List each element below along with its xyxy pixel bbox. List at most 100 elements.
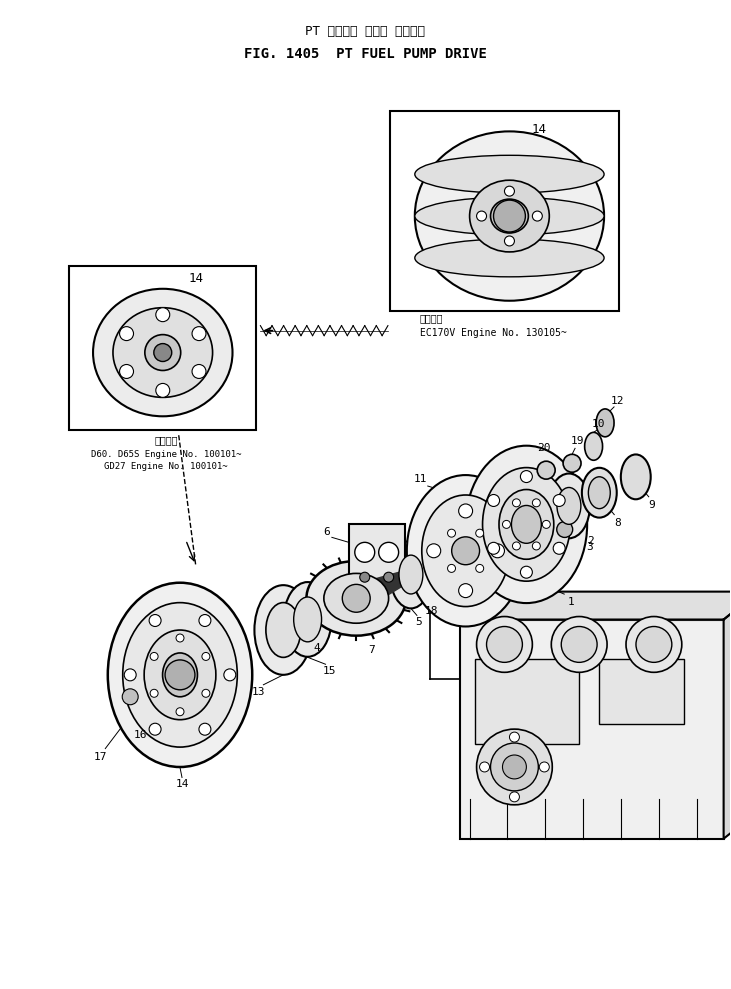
- Circle shape: [149, 614, 161, 626]
- Circle shape: [150, 689, 158, 697]
- Circle shape: [491, 743, 538, 791]
- Circle shape: [537, 461, 555, 479]
- Ellipse shape: [469, 180, 549, 252]
- Circle shape: [427, 544, 441, 558]
- Ellipse shape: [491, 199, 529, 233]
- Ellipse shape: [143, 666, 173, 704]
- Circle shape: [379, 542, 398, 563]
- Text: 18: 18: [425, 606, 438, 616]
- Circle shape: [477, 729, 553, 805]
- Circle shape: [176, 634, 184, 642]
- Ellipse shape: [93, 289, 232, 416]
- Circle shape: [636, 626, 672, 663]
- Ellipse shape: [466, 446, 587, 603]
- Circle shape: [384, 573, 393, 583]
- Circle shape: [156, 384, 170, 398]
- Ellipse shape: [588, 477, 610, 508]
- Ellipse shape: [621, 455, 651, 499]
- Text: 13: 13: [251, 686, 265, 696]
- Circle shape: [120, 365, 134, 379]
- Circle shape: [202, 689, 210, 697]
- Text: 4: 4: [313, 643, 319, 653]
- Ellipse shape: [254, 585, 312, 674]
- Circle shape: [476, 529, 484, 537]
- Ellipse shape: [113, 308, 213, 398]
- Ellipse shape: [162, 653, 197, 697]
- Circle shape: [520, 567, 532, 579]
- Text: 14: 14: [532, 123, 547, 135]
- Ellipse shape: [306, 561, 406, 636]
- Ellipse shape: [390, 541, 432, 608]
- Circle shape: [532, 498, 540, 506]
- Text: 17: 17: [94, 752, 107, 762]
- Circle shape: [520, 471, 532, 483]
- Circle shape: [192, 326, 206, 340]
- Circle shape: [557, 521, 572, 537]
- Circle shape: [452, 537, 480, 565]
- Circle shape: [458, 504, 473, 518]
- Text: 14: 14: [175, 779, 189, 789]
- Ellipse shape: [548, 474, 590, 538]
- Circle shape: [553, 494, 565, 506]
- Text: 9: 9: [648, 499, 655, 509]
- Circle shape: [224, 669, 236, 680]
- Text: 3: 3: [586, 542, 593, 553]
- Circle shape: [510, 792, 520, 802]
- Circle shape: [502, 755, 526, 779]
- Circle shape: [145, 334, 181, 371]
- Circle shape: [447, 529, 455, 537]
- Text: 16: 16: [134, 730, 147, 740]
- Circle shape: [165, 660, 195, 689]
- Text: 15: 15: [323, 667, 336, 676]
- Text: EC170V Engine No. 130105~: EC170V Engine No. 130105~: [420, 327, 567, 337]
- Ellipse shape: [422, 495, 510, 606]
- Polygon shape: [366, 511, 542, 600]
- Bar: [69, 266, 257, 430]
- Circle shape: [493, 200, 526, 232]
- Circle shape: [122, 688, 138, 705]
- Ellipse shape: [499, 490, 554, 559]
- Ellipse shape: [414, 239, 604, 277]
- Circle shape: [192, 365, 206, 379]
- Text: 20: 20: [537, 443, 551, 453]
- Text: 1: 1: [568, 597, 575, 607]
- Circle shape: [150, 653, 158, 661]
- Ellipse shape: [582, 468, 617, 517]
- Circle shape: [532, 211, 542, 222]
- Text: 2: 2: [588, 536, 594, 546]
- Circle shape: [502, 520, 510, 528]
- Text: 19: 19: [570, 436, 584, 446]
- Text: 適用番号: 適用番号: [420, 314, 443, 323]
- Circle shape: [149, 723, 161, 735]
- Circle shape: [199, 723, 211, 735]
- Circle shape: [563, 454, 581, 472]
- Bar: [599, 660, 683, 724]
- Circle shape: [477, 211, 487, 222]
- Text: 7: 7: [368, 645, 374, 655]
- Ellipse shape: [407, 475, 524, 626]
- Text: 11: 11: [414, 474, 428, 484]
- Bar: [460, 619, 724, 839]
- Polygon shape: [460, 591, 731, 619]
- Text: 10: 10: [592, 419, 605, 429]
- Ellipse shape: [131, 650, 186, 720]
- Polygon shape: [724, 591, 731, 839]
- Circle shape: [487, 626, 523, 663]
- Circle shape: [542, 520, 550, 528]
- Circle shape: [488, 542, 499, 554]
- Circle shape: [561, 626, 597, 663]
- Ellipse shape: [414, 132, 604, 301]
- Circle shape: [512, 498, 520, 506]
- Ellipse shape: [107, 583, 252, 767]
- Circle shape: [504, 236, 515, 246]
- Circle shape: [480, 762, 490, 772]
- Circle shape: [124, 669, 136, 680]
- Circle shape: [360, 573, 370, 583]
- Ellipse shape: [266, 602, 300, 658]
- Bar: [349, 524, 404, 584]
- Ellipse shape: [414, 155, 604, 193]
- Bar: [390, 112, 619, 311]
- Circle shape: [491, 544, 504, 558]
- Text: PT フェエル ポンプ ドライブ: PT フェエル ポンプ ドライブ: [305, 26, 425, 39]
- Text: 5: 5: [415, 617, 423, 627]
